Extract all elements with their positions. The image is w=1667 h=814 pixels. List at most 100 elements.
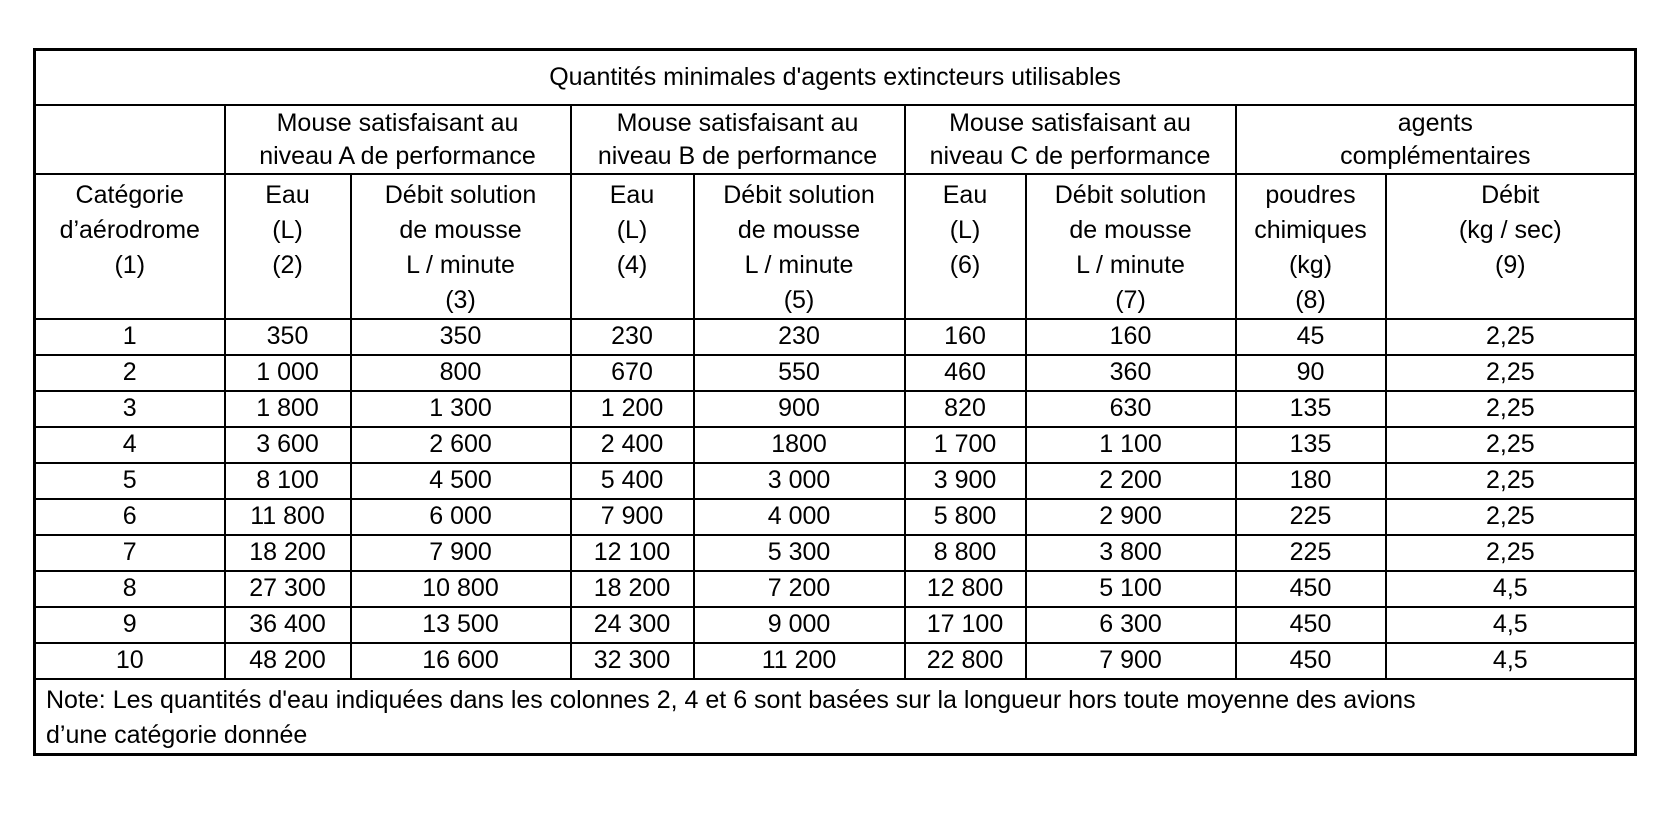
title-row: Quantités minimales d'agents extincteurs… xyxy=(33,48,1637,106)
table-cell: 11 200 xyxy=(692,641,906,680)
header-line: (L) xyxy=(616,215,648,244)
table-cell: 350 xyxy=(349,317,572,356)
table-cell: 6 000 xyxy=(349,497,572,536)
category-cell: 6 xyxy=(33,497,226,536)
group-header-line: niveau A de performance xyxy=(259,141,536,170)
table-cell: 27 300 xyxy=(223,569,352,608)
table-cell: 225 xyxy=(1234,497,1387,536)
group-header-complementary-agents: agents complémentaires xyxy=(1234,103,1637,175)
table-cell: 2 600 xyxy=(349,425,572,464)
header-line: (1) xyxy=(114,250,146,279)
table-cell: 630 xyxy=(1024,389,1237,428)
table-cell: 460 xyxy=(903,353,1027,392)
note-line: d’une catégorie donnée xyxy=(46,720,308,749)
category-cell: 5 xyxy=(33,461,226,500)
header-line: (9) xyxy=(1495,250,1526,279)
table-cell: 32 300 xyxy=(569,641,695,680)
table-cell: 7 900 xyxy=(569,497,695,536)
table-cell: 2,25 xyxy=(1384,425,1637,464)
table-cell: 1800 xyxy=(692,425,906,464)
category-cell: 10 xyxy=(33,641,226,680)
group-header-row: Mouse satisfaisant au niveau A de perfor… xyxy=(33,103,1637,175)
header-line: chimiques xyxy=(1254,215,1367,244)
group-header-level-a: Mouse satisfaisant au niveau A de perfor… xyxy=(223,103,572,175)
table-cell: 5 300 xyxy=(692,533,906,572)
header-line: (L) xyxy=(949,215,981,244)
table-cell: 800 xyxy=(349,353,572,392)
table-cell: 3 600 xyxy=(223,425,352,464)
group-header-level-c: Mouse satisfaisant au niveau C de perfor… xyxy=(903,103,1237,175)
table-row: 9 36 400 13 500 24 300 9 000 17 100 6 30… xyxy=(33,605,1637,644)
table-cell: 4,5 xyxy=(1384,605,1637,644)
table-cell: 3 900 xyxy=(903,461,1027,500)
header-line: L / minute xyxy=(1076,250,1185,279)
table-note: Note: Les quantités d'eau indiquées dans… xyxy=(33,677,1637,755)
header-line: (5) xyxy=(783,285,815,314)
category-cell: 1 xyxy=(33,317,226,356)
header-line: Eau xyxy=(265,180,310,209)
category-cell: 7 xyxy=(33,533,226,572)
table-cell: 180 xyxy=(1234,461,1387,500)
note-line: Note: Les quantités d'eau indiquées dans… xyxy=(46,685,1416,714)
header-line: de mousse xyxy=(399,215,522,244)
header-line: (8) xyxy=(1295,285,1326,314)
extinguishing-agents-table: Quantités minimales d'agents extincteurs… xyxy=(33,48,1638,756)
table-cell: 13 500 xyxy=(349,605,572,644)
table-cell: 7 200 xyxy=(692,569,906,608)
table-cell: 2,25 xyxy=(1384,317,1637,356)
table-cell: 10 800 xyxy=(349,569,572,608)
table-cell: 450 xyxy=(1234,569,1387,608)
table-cell: 2,25 xyxy=(1384,389,1637,428)
table-cell: 360 xyxy=(1024,353,1237,392)
table-cell: 4 500 xyxy=(349,461,572,500)
header-line: Catégorie xyxy=(75,180,184,209)
table-cell: 350 xyxy=(223,317,352,356)
table-cell: 11 800 xyxy=(223,497,352,536)
table-cell: 1 000 xyxy=(223,353,352,392)
column-header-foam-rate-b: Débit solution de mousse L / minute (5) xyxy=(692,172,906,320)
table-cell: 2 200 xyxy=(1024,461,1237,500)
table-cell: 18 200 xyxy=(223,533,352,572)
table-row: 6 11 800 6 000 7 900 4 000 5 800 2 900 2… xyxy=(33,497,1637,536)
column-header-water-b: Eau (L) (4) xyxy=(569,172,695,320)
table-cell: 8 100 xyxy=(223,461,352,500)
column-header-powder-rate: Débit (kg / sec) (9) xyxy=(1384,172,1637,320)
category-cell: 8 xyxy=(33,569,226,608)
table-cell: 8 800 xyxy=(903,533,1027,572)
header-line: Débit solution xyxy=(1054,180,1207,209)
header-line: de mousse xyxy=(737,215,861,244)
table-cell: 1 100 xyxy=(1024,425,1237,464)
table-cell: 45 xyxy=(1234,317,1387,356)
table-cell: 1 700 xyxy=(903,425,1027,464)
table-cell: 12 800 xyxy=(903,569,1027,608)
table-cell: 160 xyxy=(1024,317,1237,356)
group-header-line: niveau B de performance xyxy=(597,141,878,170)
table-cell: 225 xyxy=(1234,533,1387,572)
category-cell: 4 xyxy=(33,425,226,464)
table-cell: 5 800 xyxy=(903,497,1027,536)
header-line: (kg) xyxy=(1288,250,1333,279)
group-header-line: agents xyxy=(1397,108,1473,137)
table-cell: 4,5 xyxy=(1384,641,1637,680)
table-title: Quantités minimales d'agents extincteurs… xyxy=(33,48,1637,106)
group-header-level-b: Mouse satisfaisant au niveau B de perfor… xyxy=(569,103,906,175)
column-header-foam-rate-c: Débit solution de mousse L / minute (7) xyxy=(1024,172,1237,320)
table-cell: 160 xyxy=(903,317,1027,356)
table-cell: 7 900 xyxy=(349,533,572,572)
table-row: 10 48 200 16 600 32 300 11 200 22 800 7 … xyxy=(33,641,1637,680)
header-line: L / minute xyxy=(406,250,515,279)
header-line: (7) xyxy=(1115,285,1146,314)
table-cell: 2,25 xyxy=(1384,497,1637,536)
header-line: de mousse xyxy=(1069,215,1192,244)
table-cell: 2,25 xyxy=(1384,353,1637,392)
category-cell: 3 xyxy=(33,389,226,428)
category-cell: 2 xyxy=(33,353,226,392)
table-cell: 2 400 xyxy=(569,425,695,464)
header-line: (3) xyxy=(445,285,476,314)
table-cell: 9 000 xyxy=(692,605,906,644)
header-line: L / minute xyxy=(744,250,854,279)
table-row: 5 8 100 4 500 5 400 3 000 3 900 2 200 18… xyxy=(33,461,1637,500)
table-cell: 3 800 xyxy=(1024,533,1237,572)
column-header-water-a: Eau (L) (2) xyxy=(223,172,352,320)
